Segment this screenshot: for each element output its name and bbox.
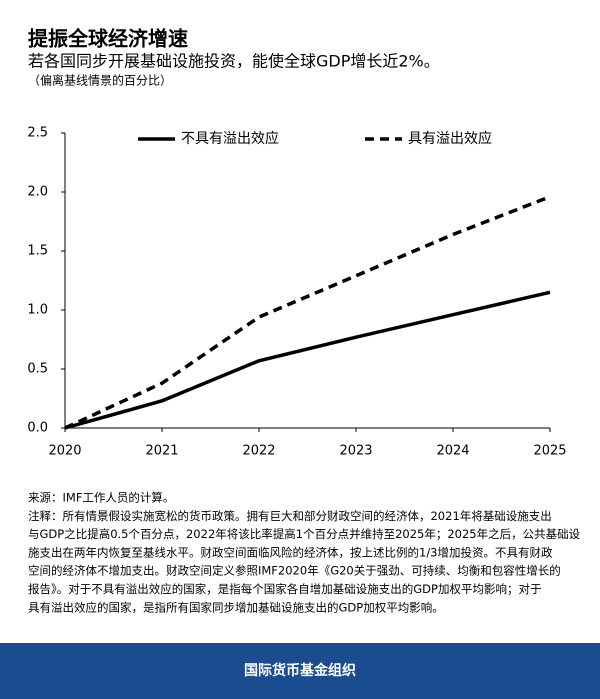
legend-label: 不具有溢出效应 <box>181 130 279 147</box>
footer-band <box>0 643 600 699</box>
x-tick-label: 2023 <box>339 444 372 459</box>
footnote-line: 空间的经济体不增加支出。财政空间定义参照IMF2020年《G20关于强劲、可持续… <box>28 564 561 578</box>
y-tick-label: 2.5 <box>27 126 48 141</box>
x-tick-label: 2025 <box>533 444 566 459</box>
y-tick-label: 1.0 <box>27 303 48 318</box>
x-tick-label: 2021 <box>145 444 178 459</box>
y-tick-label: 1.5 <box>27 244 48 259</box>
footnote-line: 报告》。对于不具有溢出效应的国家，是指每个国家各自增加基础设施支出的GDP加权平… <box>28 582 541 596</box>
footnote-line: 施支出在两年内恢复至基线水平。财政空间面临风险的经济体，按上述比例的1/3增加投… <box>28 545 553 559</box>
footnote-line: 与GDP之比提高0.5个百分点，2022年将该比率提高1个百分点并维持至2025… <box>28 527 581 541</box>
series-line <box>64 195 551 430</box>
legend-label: 具有溢出效应 <box>408 130 492 147</box>
x-tick-label: 2022 <box>242 444 275 459</box>
x-tick-label: 2020 <box>48 444 81 459</box>
series-line <box>64 290 551 430</box>
y-tick-label: 0.0 <box>27 421 48 436</box>
chart-title: 提振全球经济增速 <box>28 27 188 51</box>
chart-subtitle: 若各国同步开展基础设施投资，能使全球GDP增长近2%。 <box>28 52 440 71</box>
footer-text: 国际货币基金组织 <box>244 662 356 679</box>
y-tick-label: 2.0 <box>27 185 48 200</box>
footnote-line: 具有溢出效应的国家，是指所有国家同步增加基础设施支出的GDP加权平均影响。 <box>28 600 444 614</box>
unit-note: （偏离基线情景的百分比） <box>28 73 172 88</box>
y-tick-label: 0.5 <box>27 362 48 377</box>
footnote-line: 注释：所有情景假设实施宽松的货币政策。拥有巨大和部分财政空间的经济体，2021年… <box>28 509 552 523</box>
x-tick-label: 2024 <box>436 444 469 459</box>
footnote-line: 来源：IMF工作人员的计算。 <box>28 491 174 505</box>
